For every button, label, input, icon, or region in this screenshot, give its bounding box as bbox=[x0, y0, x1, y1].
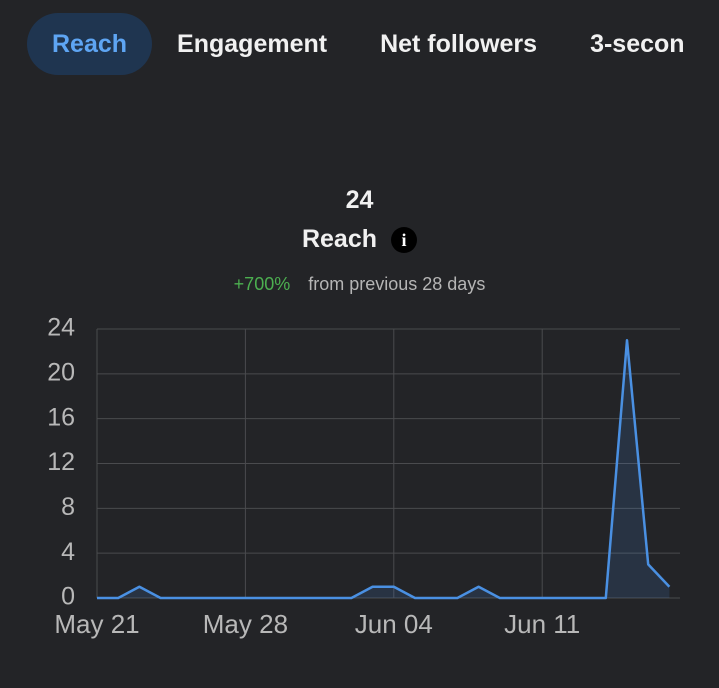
y-tick-label: 0 bbox=[61, 583, 75, 611]
total-value: 24 bbox=[345, 186, 374, 214]
comparison-text: from previous 28 days bbox=[308, 274, 486, 294]
x-tick-label: May 28 bbox=[203, 609, 288, 639]
y-tick-label: 24 bbox=[47, 314, 75, 342]
y-tick-label: 12 bbox=[47, 448, 75, 476]
tab[interactable]: Net followers bbox=[380, 30, 538, 58]
tab[interactable]: Reach bbox=[27, 13, 153, 75]
tab-bar: Reach Engagement Net followers 3-secon bbox=[27, 13, 693, 75]
y-tick-label: 20 bbox=[47, 358, 75, 386]
x-tick-label: Jun 11 bbox=[504, 609, 580, 639]
x-tick-label: May 21 bbox=[54, 609, 139, 639]
tab[interactable]: Engagement bbox=[177, 30, 328, 58]
metric-title: Reach i bbox=[0, 225, 719, 254]
x-tick-label: Jun 04 bbox=[355, 609, 433, 639]
change: +700% bbox=[233, 274, 291, 294]
area bbox=[97, 340, 670, 598]
y-tick-label: 16 bbox=[47, 403, 75, 431]
y-tick-label: 8 bbox=[61, 493, 75, 521]
metric-name: Reach bbox=[301, 225, 378, 253]
comparison: +700% from previous 28 days bbox=[0, 274, 719, 295]
line bbox=[97, 338, 671, 600]
info-icon[interactable]: i bbox=[391, 227, 418, 253]
y-tick-label: 4 bbox=[61, 538, 75, 566]
tab[interactable]: 3-secon bbox=[590, 30, 685, 58]
